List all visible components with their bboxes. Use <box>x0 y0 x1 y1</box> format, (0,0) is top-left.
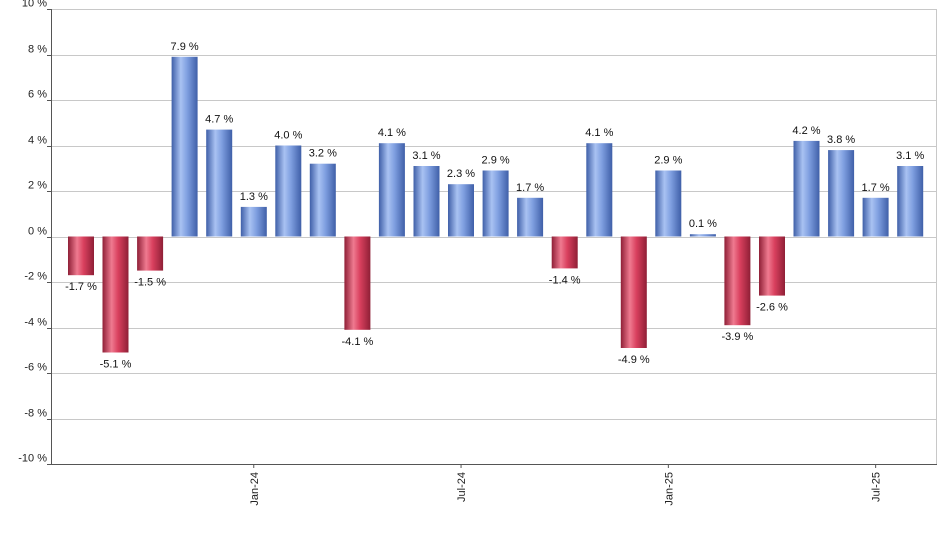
y-tick-label: 8 % <box>28 44 47 56</box>
data-label: -1.4 % <box>549 274 581 286</box>
data-label: 1.3 % <box>240 191 268 203</box>
y-tick-label: -6 % <box>24 362 47 374</box>
bar <box>68 236 94 276</box>
x-tick-label: Jan-25 <box>663 472 675 506</box>
bar <box>620 236 647 348</box>
data-label: 4.1 % <box>378 127 406 139</box>
data-label: 2.3 % <box>447 168 475 180</box>
data-label: 3.1 % <box>412 150 440 162</box>
bar <box>137 236 164 271</box>
bar <box>240 206 267 237</box>
y-tick-label: 4 % <box>28 135 47 147</box>
y-tick-label: 6 % <box>28 89 47 101</box>
data-label: -1.5 % <box>134 277 166 289</box>
data-label: 2.9 % <box>482 155 510 167</box>
data-label: -4.1 % <box>342 336 374 348</box>
bar <box>517 197 544 237</box>
bar <box>206 129 233 237</box>
data-label: 3.1 % <box>896 150 924 162</box>
y-axis-tick-labels: 10 % 8 % 6 % 4 % 2 % 0 % -2 % -4 % -6 % -8 % -10 % <box>18 0 47 465</box>
bar <box>724 236 751 326</box>
data-label: -1.7 % <box>65 281 97 293</box>
bar <box>759 236 785 296</box>
bar <box>655 170 682 237</box>
bar <box>309 163 336 237</box>
bar <box>689 234 716 237</box>
data-label: -3.9 % <box>722 331 754 343</box>
y-tick-label: 10 % <box>22 0 47 10</box>
data-label: -5.1 % <box>100 359 132 371</box>
y-tick-label: 2 % <box>28 180 47 192</box>
x-tick-label: Jul-25 <box>871 472 883 502</box>
bar <box>862 197 889 237</box>
data-label: -2.6 % <box>756 302 788 314</box>
data-label: 7.9 % <box>171 41 199 53</box>
bar <box>586 143 613 237</box>
axes <box>47 9 937 468</box>
y-tick-label: -10 % <box>18 453 47 465</box>
data-label: 4.0 % <box>274 130 302 142</box>
y-tick-label: -2 % <box>24 271 47 283</box>
bar <box>344 236 371 330</box>
data-label: -4.9 % <box>618 354 650 366</box>
data-label: 4.7 % <box>205 114 233 126</box>
bar <box>102 236 129 353</box>
data-labels: -1.7 % -5.1 % -1.5 % 7.9 % 4.7 % 1.3 % 4.0 % 3.… <box>65 41 924 371</box>
bar <box>793 140 820 237</box>
bar <box>482 170 509 237</box>
bar <box>413 166 440 237</box>
x-tick-label: Jan-24 <box>249 472 261 506</box>
y-tick-label: -8 % <box>24 408 47 420</box>
bar <box>448 184 474 237</box>
y-tick-label: -4 % <box>24 317 47 329</box>
data-label: 0.1 % <box>689 218 717 230</box>
y-tick-label: 0 % <box>28 226 47 238</box>
bar <box>828 150 855 237</box>
data-label: 1.7 % <box>862 182 890 194</box>
bar <box>551 236 578 269</box>
x-axis-tick-labels: Jan-24 Jul-24 Jan-25 Jul-25 <box>249 472 883 506</box>
data-label: 2.9 % <box>654 155 682 167</box>
bars <box>68 56 924 353</box>
bar <box>897 166 924 237</box>
bar <box>275 145 302 237</box>
bar <box>378 143 405 237</box>
x-tick-label: Jul-24 <box>456 472 468 502</box>
data-label: 3.8 % <box>827 134 855 146</box>
data-label: 4.2 % <box>792 125 820 137</box>
data-label: 3.2 % <box>309 148 337 160</box>
data-label: 4.1 % <box>585 127 613 139</box>
data-label: 1.7 % <box>516 182 544 194</box>
bar <box>171 56 198 237</box>
